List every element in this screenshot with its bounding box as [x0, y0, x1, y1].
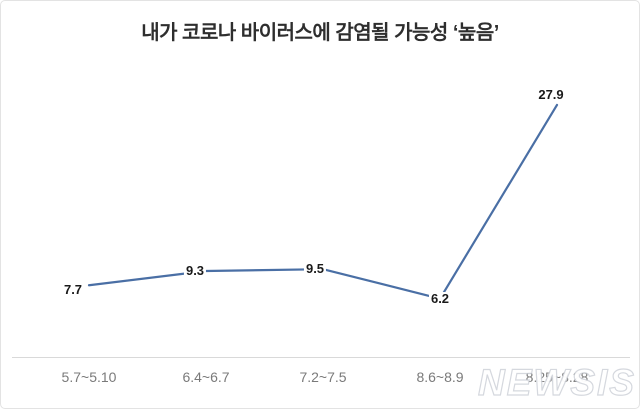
data-label: 7.7: [61, 282, 85, 298]
data-label: 9.5: [303, 261, 327, 277]
x-axis-label: 8.6~8.9: [416, 369, 464, 385]
data-label: 6.2: [428, 290, 452, 306]
x-axis-label: 6.4~6.7: [182, 369, 230, 385]
data-label: 9.3: [183, 262, 207, 278]
x-axis-label: 7.2~7.5: [299, 369, 347, 385]
data-label: 27.9: [536, 86, 566, 102]
chart-title: 내가 코로나 바이러스에 감염될 가능성 ‘높음’: [141, 22, 499, 44]
x-axis-label: 5.7~5.10: [61, 369, 117, 385]
x-axis-label: 8.25~8.28: [525, 369, 589, 385]
newsis-watermark: NEWSIS: [477, 362, 636, 403]
